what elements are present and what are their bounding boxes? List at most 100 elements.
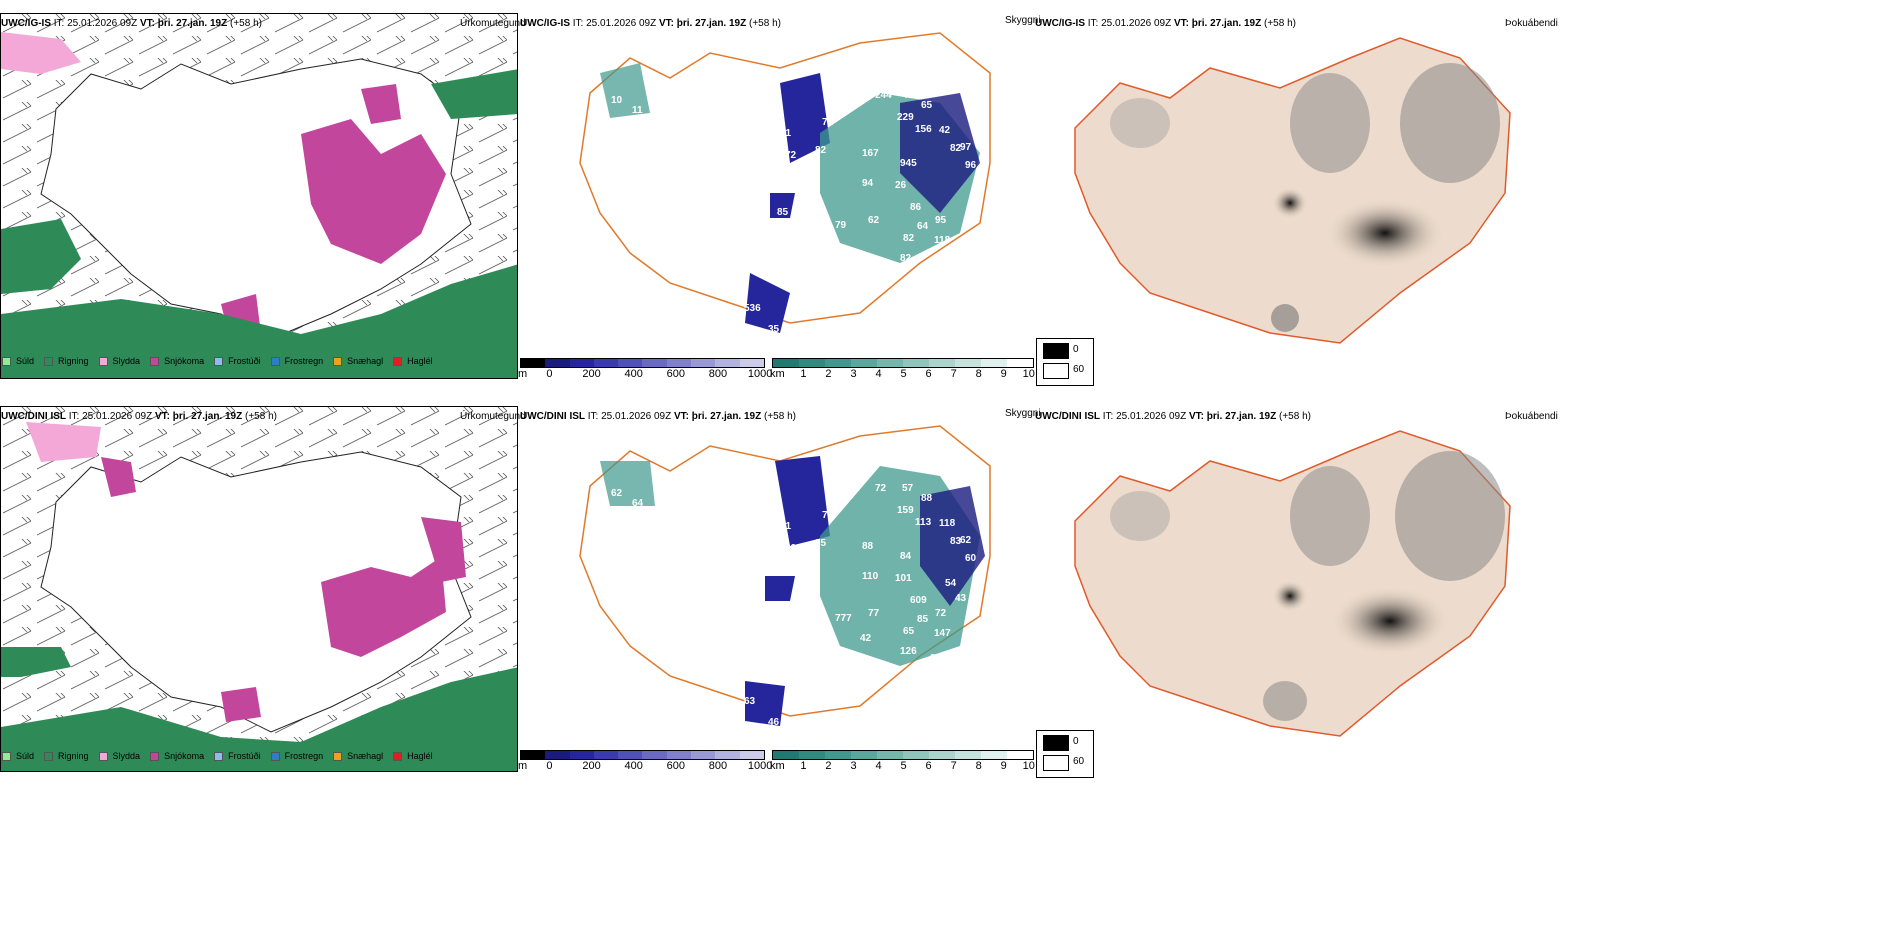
cloud-base-label: 95 [935,215,947,226]
distance-colorbar-tick-label: 7 [950,760,957,772]
cloud-base-label: 72 [785,150,797,161]
distance-colorbar-swatch [825,751,851,759]
distance-colorbar-row1: 1 2 3 4 5 6 7 8 9 10 km [770,358,1035,380]
cloud-base-label: 64 [917,221,929,232]
height-colorbar-tick-label: 800 [708,368,728,380]
cloud-base-label: 95 [815,538,827,549]
distance-colorbar-row2: 1 2 3 4 5 6 7 8 9 10 km [770,750,1035,772]
cloud-base-label: 42 [860,633,872,644]
title-visibility-row1: Skyggni [1005,15,1041,26]
distance-colorbar-tick-label: 7 [950,368,957,380]
cloud-base-label: 85 [917,614,929,625]
distance-colorbar-swatch [1007,359,1033,367]
precip-legend-row2: Súld Rigning Slydda Snjókoma Frostúði Fr… [2,751,433,761]
fog-index-map [1074,37,1511,344]
height-colorbar-swatch [642,359,667,367]
distance-colorbar-tick-label: 10 [1022,760,1035,772]
height-colorbar-row1: 0 200 400 600 800 1000 m [518,358,772,380]
cloud-base-label: 28 [930,653,942,664]
height-colorbar-swatch [521,359,546,367]
height-colorbar-swatch [739,359,764,367]
legend-item: Snjókoma [150,751,204,761]
cloud-base-label: 118 [939,518,956,529]
cloud-base-label: 43 [955,593,967,604]
legend-item: Snjókoma [150,356,204,366]
precip-type-panel-row2 [0,406,518,772]
cloud-base-label: 147 [934,628,951,639]
header-row2-fog: UWC/DINI ISL IT: 25.01.2026 09Z VT: þri.… [1035,411,1311,422]
height-colorbar-tick-label: 0 [546,368,553,380]
distance-colorbar-ticks: 1 2 3 4 5 6 7 8 9 10 [772,368,1035,380]
legend-swatch [44,751,54,761]
cloud-base-label: 02 [849,90,861,101]
precip-type-panel-row1 [0,13,518,379]
height-colorbar-swatches [520,358,765,368]
distance-colorbar-tick-label: 4 [875,760,882,772]
title-precip-row2: Úrkomutegund [460,411,526,422]
cloud-base-label: 71 [822,117,834,128]
legend-swatch [98,751,108,761]
cloud-base-label: 777 [835,613,852,624]
title-precip-row1: Úrkomutegund [460,18,526,29]
cloud-base-label: 77 [868,608,880,619]
legend-label-bottom: 60 [1073,756,1085,767]
distance-colorbar-tick-label: 10 [1022,368,1035,380]
cloud-base-label: 82 [903,233,915,244]
legend-item: Frostregn [270,356,323,366]
fog-index-map [1074,430,1511,737]
distance-colorbar-tick-label: 6 [925,760,932,772]
legend-swatch [393,356,403,366]
cloud-base-label: 311 [777,600,794,611]
height-colorbar-swatch [569,751,594,759]
distance-colorbar-tick-label: 5 [900,368,907,380]
height-colorbar-swatch [691,359,716,367]
legend-swatch [2,356,11,366]
legend-item: Frostregn [270,751,323,761]
cloud-base-label: 536 [744,303,761,314]
height-colorbar-tick-label: 600 [666,368,685,380]
height-colorbar-swatch [618,359,643,367]
distance-colorbar-tick-label: 5 [900,760,907,772]
cloud-base-label: 104 [875,665,892,676]
distance-colorbar-tick-label: 3 [850,368,857,380]
height-colorbar-swatch [593,359,619,367]
title-fog-row1: Þokuábendi [1505,18,1558,29]
legend-item: Frostúði [214,751,261,761]
cloud-base-label: 54 [945,578,957,589]
cloud-base-label: 118 [934,235,951,246]
distance-colorbar-swatch [877,751,903,759]
cloud-base-label: 88 [921,493,933,504]
distance-colorbar-tick-label: 4 [875,368,882,380]
distance-colorbar-tick-label: 2 [825,760,832,772]
height-colorbar-swatch [521,751,546,759]
iceland-outline [40,451,472,733]
cloud-base-label: 86 [910,202,922,213]
legend-item: Snæhagl [333,356,383,366]
cloud-base-label: 945 [900,158,917,169]
legend-swatch-light [1043,363,1069,379]
distance-colorbar-swatch [981,359,1007,367]
legend-swatch [270,751,280,761]
legend-swatch [333,356,343,366]
height-colorbar-tick-label: 600 [666,760,685,772]
cloud-base-label: 229 [897,112,914,123]
cloud-base-label: 61 [780,521,792,532]
legend-label-top: 0 [1073,736,1079,747]
legend-item: Slydda [98,356,140,366]
height-colorbar-tick-label: 1000 [747,368,773,380]
cloud-base-label: 57 [902,483,914,494]
cloud-base-label: 94 [862,178,874,189]
distance-colorbar-swatch [903,359,929,367]
cloud-base-label: 609 [910,595,927,606]
legend-swatch [333,751,343,761]
distance-colorbar-tick-label: 9 [1000,760,1007,772]
fog-index-panel-row2 [1040,406,1555,751]
height-colorbar-ticks: 0 200 400 600 800 1000 [520,760,772,772]
cloud-base-label: 76 [822,510,834,521]
distance-colorbar-tick-label: 8 [975,368,982,380]
distance-colorbar-tick-label: 8 [975,760,982,772]
cloud-base-label: 82 [900,253,912,264]
cloud-base-label: 167 [862,148,879,159]
height-colorbar-ticks: 0 200 400 600 800 1000 [520,368,772,380]
visibility-map [579,32,991,333]
